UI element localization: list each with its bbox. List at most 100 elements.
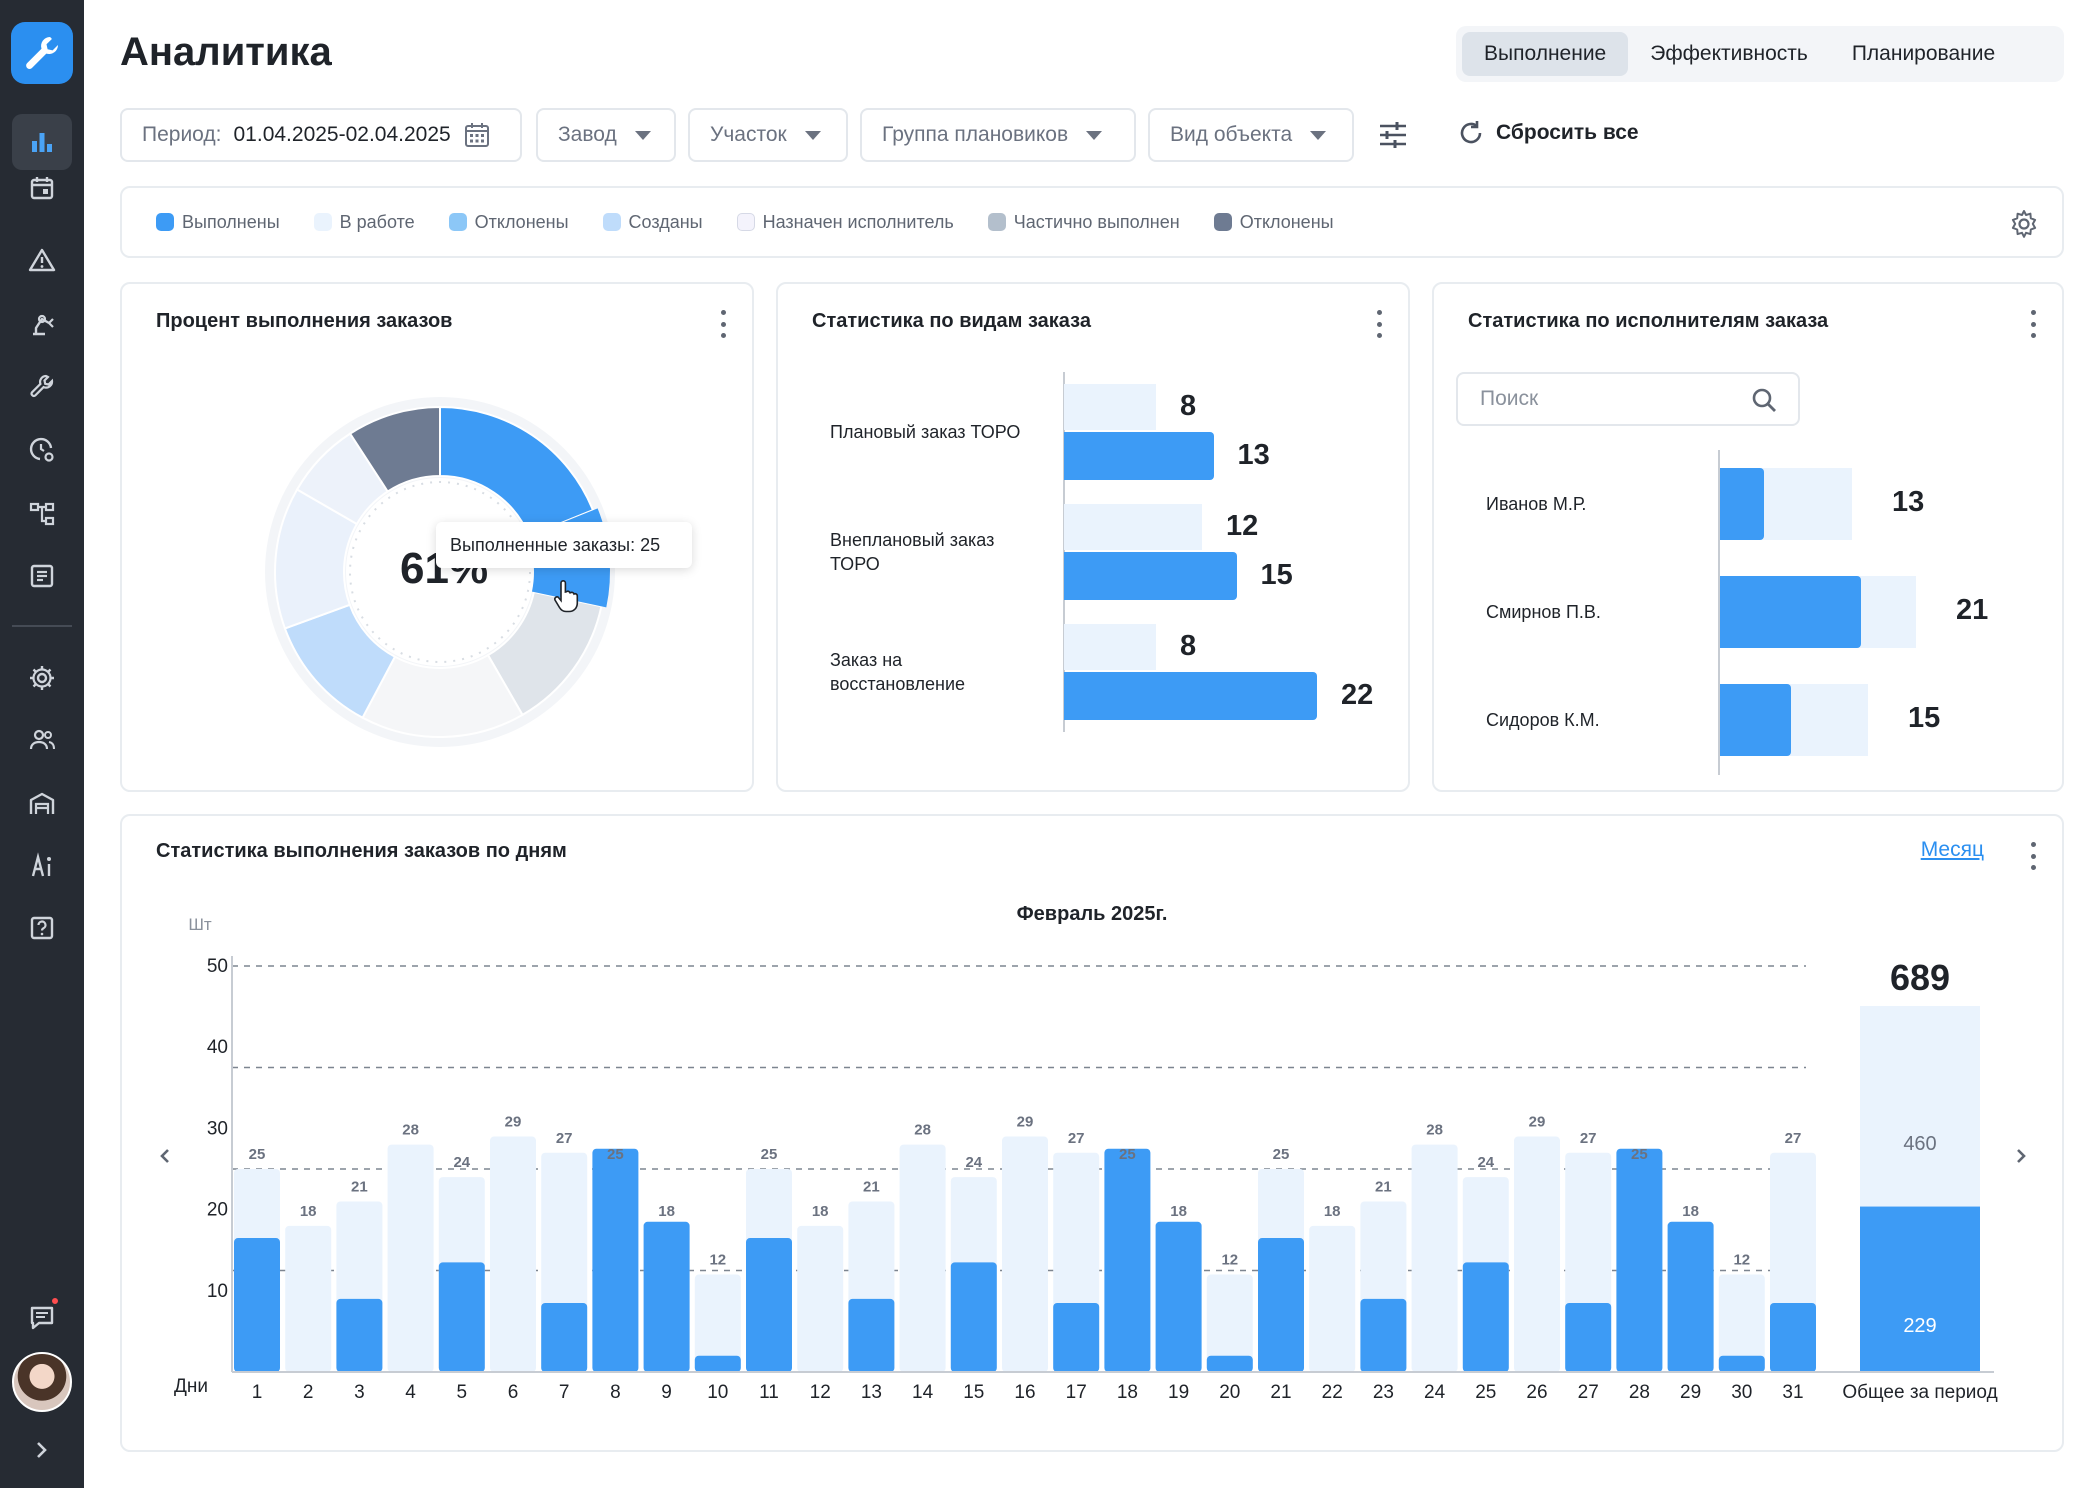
executor-label: Смирнов П.В. [1486,602,1601,622]
legend-swatch [313,213,332,231]
gear-icon[interactable] [2008,208,2040,240]
nav-structure[interactable] [12,486,72,542]
legend-swatch [1213,213,1232,231]
legend-item[interactable]: Отклонены [1213,212,1334,233]
nav-incidents[interactable] [12,232,72,288]
legend-item[interactable]: Выполнены [156,212,280,233]
nav-repairs[interactable] [12,358,72,414]
day-value-label: 24 [1477,1154,1494,1171]
type-bar-dark-value: 22 [1341,679,1374,711]
day-value-label: 21 [351,1178,368,1195]
day-bar-total [1309,1225,1356,1372]
day-value-label: 21 [1375,1178,1392,1195]
app-logo[interactable] [11,22,73,84]
day-tick-label: 13 [861,1382,882,1403]
sidebar-divider [12,625,72,627]
day-tick-label: 26 [1526,1382,1547,1403]
executor-bar-dark[interactable] [1720,684,1792,756]
day-value-label: 18 [1682,1203,1699,1220]
type-bar-light[interactable] [1064,384,1156,430]
nav-users[interactable] [12,712,72,768]
notification-dot [50,1296,60,1306]
nav-calendar[interactable] [12,160,72,216]
day-tick-label: 31 [1782,1382,1803,1403]
day-tick-label: 7 [559,1382,570,1403]
legend-item[interactable]: Назначен исполнитель [736,211,954,233]
day-tick-label: 27 [1578,1382,1599,1403]
executor-bar-dark[interactable] [1720,468,1764,540]
reset-all-button[interactable]: Сбросить все [1456,118,1639,148]
nav-settings[interactable] [12,650,72,706]
type-bar-light[interactable] [1064,504,1202,550]
executors-axis-line [1718,450,1720,775]
legend-item[interactable]: Частично выполнен [987,212,1180,233]
legend-item[interactable]: В работе [313,211,415,233]
day-value-label: 29 [505,1114,522,1131]
chevron-right-icon [37,1442,47,1458]
chevron-right-icon[interactable] [2017,1149,2026,1163]
legend-label: Назначен исполнитель [762,211,954,232]
y-tick-label: 20 [207,1200,228,1221]
accessibility-icon [31,852,51,877]
nav-analytics[interactable] [12,114,72,170]
day-tick-label: 2 [303,1382,314,1403]
legend-label: В работе [339,211,415,232]
nav-schedule[interactable] [12,422,72,478]
day-tick-label: 3 [354,1382,365,1403]
plant-select[interactable]: Завод [536,108,676,162]
executor-value: 13 [1892,486,1925,518]
legend-label: Созданы [628,211,703,232]
more-menu-icon[interactable] [1376,310,1382,338]
area-select[interactable]: Участок [688,108,848,162]
nav-equipment[interactable] [12,296,72,352]
nav-chat[interactable] [12,1290,72,1346]
legend-swatch [736,213,755,231]
nav-warehouse[interactable] [12,776,72,832]
day-tick-label: 30 [1731,1382,1752,1403]
robot-arm-icon [33,314,54,336]
more-menu-icon[interactable] [720,310,726,338]
object-type-select[interactable]: Вид объекта [1148,108,1354,162]
calendar-icon[interactable] [463,121,491,149]
search-icon[interactable] [1750,386,1778,414]
nav-accessibility[interactable] [12,838,72,894]
plant-select-label: Завод [558,123,617,146]
day-bar-completed [643,1221,690,1372]
day-value-label: 24 [965,1154,982,1171]
day-tick-label: 5 [457,1382,468,1403]
legend-item[interactable]: Созданы [602,211,703,233]
sidebar-expand-button[interactable] [12,1422,72,1478]
planner-group-select[interactable]: Группа плановиков [860,108,1136,162]
help-icon [30,916,54,940]
chevron-down-icon [1310,130,1327,140]
card-title: Статистика выполнения заказов по дням [156,840,567,862]
day-tick-label: 25 [1475,1382,1496,1403]
day-value-label: 12 [709,1252,726,1269]
legend-item[interactable]: Отклонены [448,212,569,233]
y-tick-label: 50 [207,956,228,977]
period-filter[interactable]: Период: 01.04.2025-02.04.2025 [120,108,522,162]
tab-execution[interactable]: Выполнение [1462,32,1629,76]
type-bar-dark[interactable] [1064,552,1237,600]
day-tick-label: 8 [610,1382,621,1403]
type-bar-light[interactable] [1064,624,1156,670]
day-value-label: 18 [300,1203,317,1220]
day-bar-completed [1565,1302,1612,1372]
type-bar-dark[interactable] [1064,432,1214,480]
more-menu-icon[interactable] [2030,310,2036,338]
period-month-link[interactable]: Месяц [1920,838,1984,861]
tab-planning[interactable]: Планирование [1851,42,1996,65]
avatar[interactable] [12,1352,72,1412]
day-value-label: 27 [1580,1130,1597,1147]
type-bar-dark[interactable] [1064,672,1317,720]
executor-bar-dark[interactable] [1720,576,1862,648]
executor-search-input[interactable]: Поиск [1456,372,1800,426]
day-bar-total [490,1136,536,1372]
nav-documents[interactable] [12,548,72,604]
chevron-left-icon[interactable] [160,1149,169,1163]
nav-help[interactable] [12,900,72,956]
total-tick-label: Общее за период [1842,1382,1997,1403]
more-menu-icon[interactable] [2030,842,2036,870]
tab-efficiency[interactable]: Эффективность [1650,42,1808,65]
filter-settings-icon[interactable] [1376,118,1410,152]
